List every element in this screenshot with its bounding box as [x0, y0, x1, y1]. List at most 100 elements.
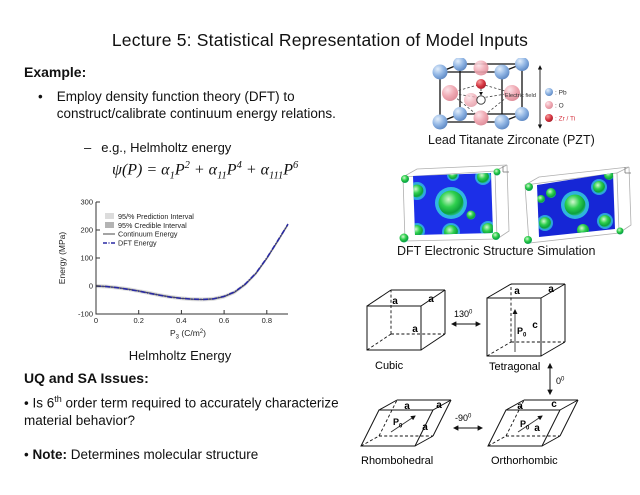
x-tick-marks [95, 310, 268, 314]
tetragonal-edge-a2: a [548, 284, 554, 295]
chart-caption: Helmholtz Energy [128, 348, 232, 363]
dft-box2-corner-blobs [524, 183, 624, 244]
tetragonal-edge-a1: a [514, 286, 520, 297]
tetragonal-orthorhombic-angle: 00 [556, 376, 565, 386]
axis-marker [624, 167, 631, 174]
uq-heading: UQ and SA Issues: [24, 370, 149, 386]
orthorhombic-label: Orthorhombic [491, 455, 558, 467]
eq-var: P [127, 161, 138, 179]
legend-label-continuum: Continuum Energy [118, 230, 178, 239]
credible-interval-swatch [105, 222, 114, 228]
pzt-caption: Lead Titanate Zirconate (PZT) [428, 133, 595, 147]
o-legend-icon [545, 101, 553, 109]
orthorhombic-diagram: P0 a c a Orthorhombic [487, 399, 579, 467]
page-title: Lecture 5: Statistical Representation of… [111, 30, 529, 50]
cubic-edge-a1: a [392, 296, 398, 307]
svg-text:0.8: 0.8 [262, 316, 272, 325]
uq-note-rest: Determines molecular structure [66, 447, 259, 462]
pzt-atom-legend: : Pb : O : Zr / Ti [545, 88, 575, 123]
svg-text:-100: -100 [78, 310, 93, 319]
uq-question-post: order term required to accurately charac… [24, 395, 339, 428]
uq-question-sup: th [54, 394, 62, 404]
eq-plus1: + [189, 161, 209, 179]
y-tick-marks [96, 201, 100, 315]
svg-text:0: 0 [94, 316, 98, 325]
eq-psi: ψ( [112, 161, 128, 179]
cubic-label: Cubic [375, 360, 404, 372]
rhombohedral-orthorhombic-angle: -900 [455, 413, 472, 423]
svg-text:0.6: 0.6 [219, 316, 229, 325]
y-tick-labels: 300 200 100 0 -100 [78, 198, 93, 319]
svg-text:0.2: 0.2 [133, 316, 143, 325]
orthorhombic-polarization-label: P0 [520, 419, 530, 432]
uq-question: • Is 6th order term required to accurate… [24, 394, 344, 429]
x-axis-label: P3 (C/m2) [170, 328, 206, 341]
cubic-diagram: a a a Cubic [366, 289, 446, 372]
eq-plus2: + [241, 161, 261, 179]
eq-alpha2-sub: 11 [217, 170, 227, 182]
helmholtz-subbullet-text: e.g., Helmholtz energy [101, 140, 232, 155]
cubic-edge-a3: a [412, 324, 418, 335]
dft-box1-corner-blobs [399, 168, 501, 243]
tetragonal-diagram: P0 a a c Tetragonal [486, 283, 566, 373]
helmholtz-subbullet: – e.g., Helmholtz energy [84, 140, 231, 155]
helmholtz-equation: ψ(P) = α1P2 + α11P4 + α111P6 [112, 160, 298, 182]
oxygen-atoms [442, 60, 520, 126]
pb-legend-icon [545, 88, 553, 96]
svg-text:300: 300 [80, 198, 93, 207]
dft-box2-charge-blobs [537, 173, 614, 236]
dft-simulation-figure [399, 164, 632, 244]
svg-text:0: 0 [89, 282, 93, 291]
uq-note: • Note: Determines molecular structure [24, 446, 354, 463]
eq-alpha3: α [260, 161, 270, 179]
eq-P3-sup: 6 [293, 160, 299, 171]
eq-P2: P [226, 161, 237, 179]
pzt-unit-cell-figure: Electric field : Pb : O : Zr / Ti [432, 58, 575, 130]
unit-cell-edges [439, 63, 523, 123]
tetragonal-label: Tetragonal [489, 361, 540, 373]
eq-P2-sup: 4 [236, 160, 242, 171]
tetragonal-edge-c: c [532, 320, 538, 331]
y-axis-label: Energy (MPa) [57, 232, 67, 285]
uq-question-pre: Is 6 [28, 395, 55, 411]
dft-energy-line [95, 223, 289, 301]
chart-legend: 95/% Prediction Interval 95% Credible In… [103, 212, 194, 248]
legend-label-credible: 95% Credible Interval [118, 221, 187, 230]
uq-note-bold: Note: [28, 447, 67, 462]
rhombohedral-polarization-label: P0 [393, 417, 403, 430]
rhombohedral-polarization-arrow [390, 415, 416, 433]
eq-alpha1: α [161, 161, 170, 179]
cubic-tetragonal-angle: 1300 [454, 309, 473, 319]
x-tick-labels: 0 0.2 0.4 0.6 0.8 [94, 316, 272, 325]
rhombohedral-edge-a3: a [422, 422, 428, 433]
eq-P1: P [174, 161, 185, 179]
axis-marker [502, 166, 509, 173]
rhombohedral-edge-a2: a [436, 400, 442, 411]
crystal-phases-figure: a a a Cubic 1300 P0 a a c Tetragonal 00 [360, 283, 579, 467]
rhombohedral-diagram: P0 a a a Rhombohedral [360, 399, 452, 467]
eq-equals: ) = [137, 161, 162, 179]
dft-bullet-text: Employ density function theory (DFT) to … [56, 89, 336, 122]
svg-text:200: 200 [80, 226, 93, 235]
rhombohedral-label: Rhombohedral [361, 455, 433, 467]
orthorhombic-polarization-arrow [517, 415, 543, 433]
eq-P1-sup: 2 [184, 160, 190, 171]
svg-text:100: 100 [80, 254, 93, 263]
eq-alpha2: α [208, 161, 218, 179]
bullet-marker: • [24, 447, 29, 462]
dash-marker: – [84, 140, 92, 155]
zr-ti-legend-icon [545, 114, 553, 122]
orthorhombic-edge-c: c [551, 399, 557, 410]
zr-ti-legend-label: : Zr / Ti [555, 116, 575, 123]
tetragonal-polarization-label: P0 [517, 326, 527, 339]
orthorhombic-edge-a1: a [517, 401, 523, 412]
cubic-edge-a2: a [428, 294, 434, 305]
helmholtz-figure: 300 200 100 0 -100 0 0.2 0.4 0.6 0.8 Ene… [55, 193, 305, 363]
prediction-interval-swatch [105, 213, 114, 219]
bullet-marker: • [38, 89, 43, 104]
eq-alpha3-sub: 111 [269, 170, 284, 182]
eq-alpha1-sub: 1 [169, 170, 175, 182]
eq-P3: P [283, 161, 294, 179]
example-heading: Example: [24, 64, 87, 80]
orthorhombic-edge-a2: a [534, 423, 540, 434]
